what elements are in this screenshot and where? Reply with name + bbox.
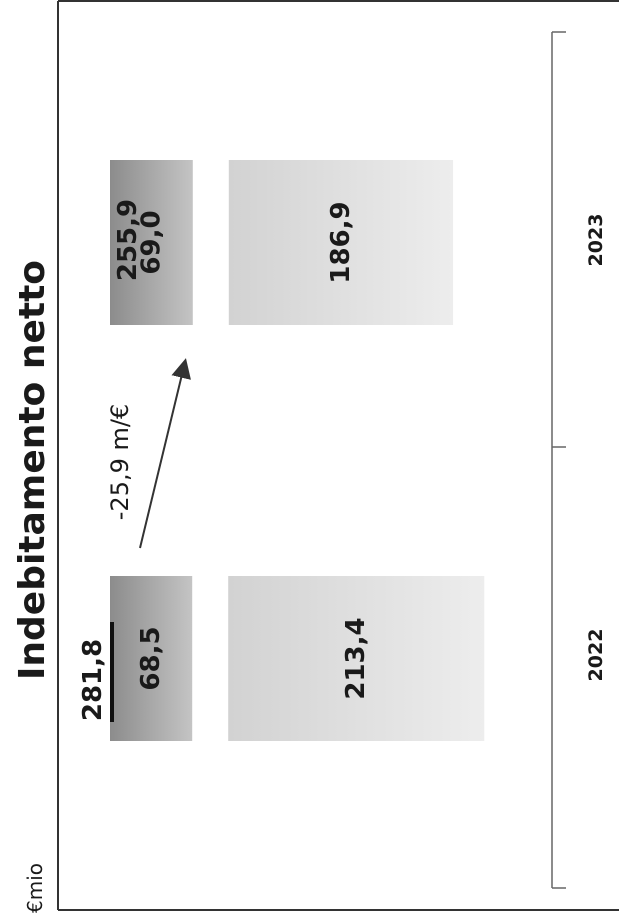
bar-segment-2023-1: [110, 160, 193, 325]
change-annotation: -25,9 m/€: [106, 404, 134, 520]
category-label-2022: 2022: [585, 629, 607, 682]
unit-label: €mio: [23, 863, 47, 913]
chart-title: Indebitamento netto: [12, 260, 53, 680]
bar-segment-2023-2: [228, 160, 454, 325]
value-label-2023-2: 186,9: [326, 201, 356, 283]
total-label-2023: 255,9: [113, 199, 143, 281]
value-labels-group: 68,5 213,4 69,0 186,9: [136, 201, 371, 699]
bar-segment-2022-1: [110, 576, 193, 741]
bar-segment-2022-2: [228, 576, 485, 741]
total-label-2022: 281,8: [78, 639, 108, 721]
value-label-2022-2: 213,4: [341, 617, 371, 699]
value-label-2022-1: 68,5: [136, 626, 166, 690]
change-arrow: [139, 358, 191, 549]
bars-group: [110, 160, 485, 741]
value-label-2023-1: 69,0: [136, 210, 166, 274]
category-label-2023: 2023: [585, 214, 607, 267]
